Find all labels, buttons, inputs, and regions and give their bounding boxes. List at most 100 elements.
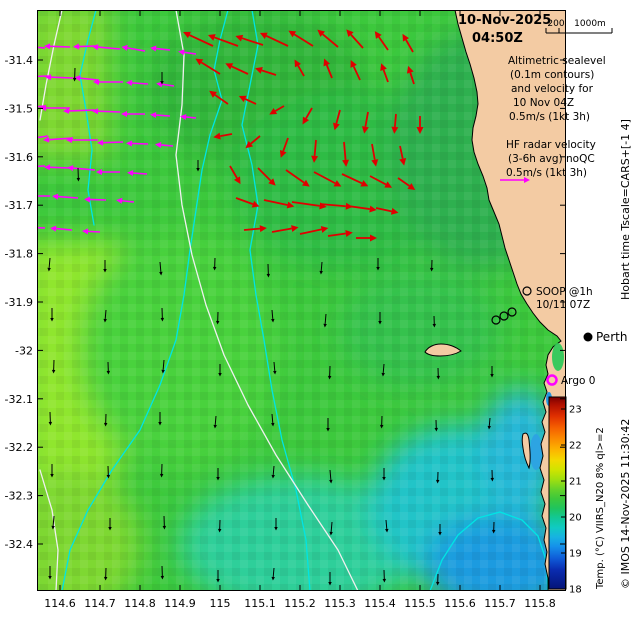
velocity-arrow: [162, 515, 167, 530]
velocity-arrow: [274, 518, 278, 531]
colorbar-tick-label: 19: [569, 549, 582, 560]
island: [521, 432, 531, 470]
velocity-arrow: [490, 366, 494, 378]
map-plot-area: [37, 10, 566, 591]
velocity-arrow: [213, 132, 233, 140]
velocity-arrow: [106, 361, 111, 375]
y-tick-label: -32.4: [5, 538, 33, 551]
velocity-arrow: [271, 465, 275, 479]
velocity-arrow: [50, 308, 54, 322]
velocity-arrow-layer: [37, 29, 530, 586]
velocity-arrow: [207, 34, 239, 47]
altimetry-note-line5: 0.5m/s (1kt 3h): [509, 111, 590, 123]
velocity-arrow: [215, 311, 220, 325]
velocity-arrow: [376, 258, 380, 271]
velocity-arrow: [347, 205, 377, 213]
x-tick-label: 115.3: [324, 597, 356, 610]
velocity-arrow: [329, 469, 333, 484]
velocity-arrow: [103, 309, 107, 323]
scalebar-200-label: 200: [547, 19, 564, 29]
velocity-arrow: [96, 169, 120, 175]
altimetric-velocity-arrows: [183, 29, 424, 242]
velocity-arrow: [216, 570, 220, 583]
velocity-arrow: [74, 75, 99, 82]
land-coastline: [424, 10, 566, 591]
velocity-arrow: [108, 518, 112, 531]
velocity-arrow: [327, 365, 332, 380]
velocity-arrow: [45, 74, 74, 81]
x-tick-label: 115.1: [244, 597, 276, 610]
velocity-arrow: [379, 415, 384, 429]
velocity-arrow: [266, 263, 271, 278]
velocity-arrow: [326, 418, 330, 432]
velocity-arrow: [487, 417, 492, 430]
velocity-arrow: [255, 67, 277, 76]
velocity-arrow: [51, 359, 56, 374]
sealevel-contour-cyan-4: [429, 511, 549, 591]
velocity-arrow: [150, 45, 171, 52]
velocity-arrow: [438, 524, 442, 536]
velocity-arrow: [235, 34, 264, 46]
altimetry-note-line1: Altimetric sealevel: [508, 55, 606, 67]
velocity-arrow: [378, 312, 382, 325]
timescale-note: Hobart time Tscale=CARS+[-1 4]: [619, 119, 632, 300]
velocity-arrow: [279, 137, 289, 158]
soop-label-line1: SOOP @1h: [536, 286, 593, 298]
velocity-arrow: [328, 572, 332, 586]
x-tick-label: 115.4: [364, 597, 396, 610]
soop-marker: [499, 311, 509, 321]
velocity-arrow: [160, 565, 165, 580]
velocity-arrow: [269, 105, 285, 115]
velocity-arrow: [225, 63, 249, 75]
velocity-arrow: [121, 44, 146, 52]
y-tick-label: -32: [15, 344, 33, 357]
velocity-arrow: [271, 567, 275, 581]
velocity-arrow: [159, 463, 164, 478]
plot-frame: [37, 10, 566, 591]
velocity-arrow: [385, 519, 389, 533]
velocity-arrow: [103, 260, 107, 273]
velocity-arrow: [406, 65, 415, 85]
scalebar-1000m-label: 1000m: [574, 19, 606, 29]
y-tick-label: -31.9: [5, 296, 33, 309]
velocity-arrow: [350, 60, 361, 81]
velocity-arrow: [346, 29, 364, 49]
velocity-arrow: [209, 90, 229, 105]
x-tick-label: 115.5: [404, 597, 436, 610]
velocity-arrow: [212, 257, 217, 271]
velocity-arrow: [73, 43, 96, 50]
velocity-arrow: [435, 573, 440, 586]
velocity-arrow: [294, 59, 305, 77]
velocity-arrow: [160, 307, 165, 322]
island: [424, 343, 462, 357]
x-tick-label: 115.8: [524, 597, 556, 610]
x-tick-label: 115.6: [444, 597, 476, 610]
velocity-arrow: [103, 567, 108, 581]
velocity-arrow: [285, 169, 310, 187]
velocity-arrow: [416, 116, 424, 134]
hf-radar-note-line1: HF radar velocity: [506, 139, 596, 151]
velocity-arrow: [155, 141, 174, 148]
velocity-arrow: [218, 364, 222, 377]
velocity-arrow: [369, 175, 393, 188]
velocity-arrow: [150, 112, 171, 119]
velocity-arrow: [490, 469, 495, 482]
velocity-arrow: [235, 197, 260, 208]
velocity-arrow: [160, 72, 164, 85]
velocity-arrow: [259, 32, 289, 47]
velocity-arrow: [402, 33, 414, 53]
velocity-arrow: [103, 413, 108, 427]
colorbar-label: Temp. (°C) VIIRS_N20 8% ql>=2: [595, 427, 606, 590]
colorbar-tick-label: 20: [569, 513, 582, 524]
velocity-arrow: [158, 412, 162, 426]
hf-radar-note: HF radar velocity (3-6h avg) noQC 0.5m/s…: [506, 139, 596, 179]
velocity-arrow: [238, 95, 257, 105]
velocity-arrow: [92, 108, 121, 115]
estuary-water: [552, 343, 564, 371]
velocity-arrow: [273, 361, 277, 375]
velocity-arrow: [50, 464, 54, 478]
velocity-arrow: [319, 261, 323, 275]
velocity-arrow: [313, 171, 342, 187]
velocity-arrow: [342, 141, 350, 167]
